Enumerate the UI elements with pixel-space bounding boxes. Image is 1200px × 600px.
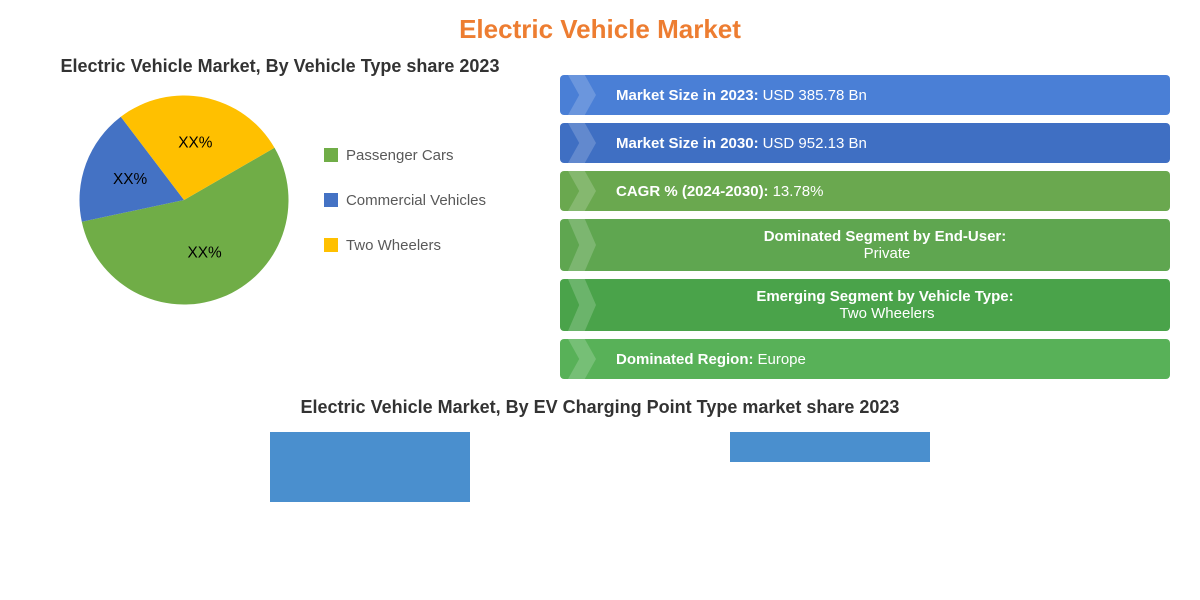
- stat-pill: Dominated Segment by End-User:Private: [560, 219, 1170, 271]
- stat-value: 13.78%: [773, 183, 824, 200]
- pie-slice-label: XX%: [113, 171, 148, 188]
- chevron-icon: [560, 339, 604, 379]
- pie-section: Electric Vehicle Market, By Vehicle Type…: [30, 55, 530, 379]
- stat-pill: CAGR % (2024-2030):13.78%: [560, 171, 1170, 211]
- stat-label: Dominated Region:: [616, 351, 754, 368]
- main-title: Electric Vehicle Market: [0, 0, 1200, 45]
- stat-value: USD 952.13 Bn: [763, 135, 867, 152]
- stat-value: Private: [864, 245, 911, 262]
- stat-pill: Market Size in 2023:USD 385.78 Bn: [560, 75, 1170, 115]
- stat-pills: Market Size in 2023:USD 385.78 BnMarket …: [560, 55, 1170, 379]
- bar: [270, 432, 470, 502]
- legend-text: Passenger Cars: [346, 147, 454, 164]
- stat-label: Dominated Segment by End-User:: [764, 228, 1007, 245]
- chevron-icon: [560, 171, 604, 211]
- legend-swatch: [324, 193, 338, 207]
- content-row: Electric Vehicle Market, By Vehicle Type…: [0, 45, 1200, 379]
- stat-value: Two Wheelers: [839, 305, 934, 322]
- legend-item: Commercial Vehicles: [324, 192, 486, 209]
- stat-pill: Dominated Region:Europe: [560, 339, 1170, 379]
- legend-swatch: [324, 148, 338, 162]
- pie-slice-label: XX%: [187, 245, 222, 262]
- chevron-icon: [560, 75, 604, 115]
- pie-chart-title: Electric Vehicle Market, By Vehicle Type…: [61, 55, 500, 78]
- legend-text: Two Wheelers: [346, 237, 441, 254]
- stat-label: Market Size in 2023:: [616, 87, 759, 104]
- legend-swatch: [324, 238, 338, 252]
- pie-wrap: XX% XX% XX% Passenger Cars Commercial Vehic…: [74, 90, 486, 310]
- legend-item: Two Wheelers: [324, 237, 486, 254]
- legend-text: Commercial Vehicles: [346, 192, 486, 209]
- stat-pill: Market Size in 2030:USD 952.13 Bn: [560, 123, 1170, 163]
- stat-value: USD 385.78 Bn: [763, 87, 867, 104]
- stat-label: CAGR % (2024-2030):: [616, 183, 769, 200]
- chevron-icon: [560, 219, 604, 271]
- stat-label: Emerging Segment by Vehicle Type:: [756, 288, 1013, 305]
- pie-legend: Passenger Cars Commercial Vehicles Two Whe…: [324, 147, 486, 254]
- bar-chart-title: Electric Vehicle Market, By EV Charging …: [0, 397, 1200, 418]
- chevron-icon: [560, 123, 604, 163]
- pie-slice-label: XX%: [178, 135, 213, 152]
- bar-chart: [0, 432, 1200, 502]
- bar: [730, 432, 930, 462]
- stat-label: Market Size in 2030:: [616, 135, 759, 152]
- chevron-icon: [560, 279, 604, 331]
- pie-chart: XX% XX% XX%: [74, 90, 294, 310]
- legend-item: Passenger Cars: [324, 147, 486, 164]
- stat-value: Europe: [758, 351, 806, 368]
- stat-pill: Emerging Segment by Vehicle Type:Two Whe…: [560, 279, 1170, 331]
